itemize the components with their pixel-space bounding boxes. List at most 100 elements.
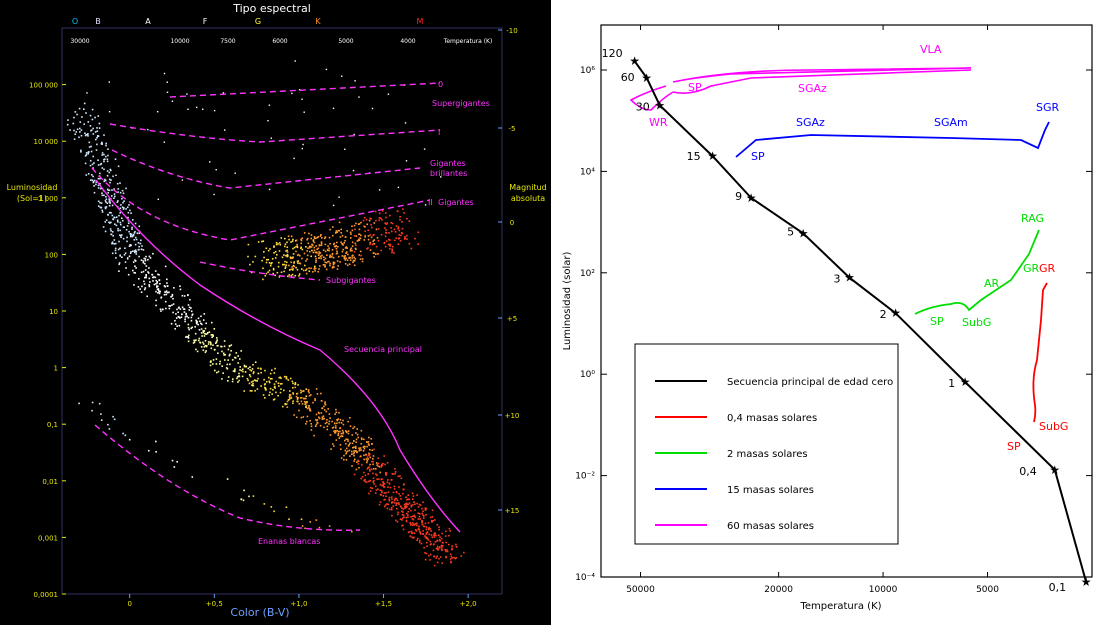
star-point — [139, 288, 141, 290]
star-point — [284, 403, 286, 405]
star-point — [265, 247, 268, 250]
star-point — [109, 222, 111, 224]
star-point — [216, 339, 218, 341]
star-point — [391, 514, 393, 517]
star-point — [117, 227, 119, 230]
star-point — [109, 202, 112, 204]
star-point — [320, 241, 323, 243]
star-point — [345, 431, 348, 434]
star-point — [163, 293, 166, 296]
star-point — [433, 536, 436, 538]
star-point — [212, 359, 215, 361]
star-point — [292, 387, 294, 389]
star-point — [364, 474, 367, 477]
star-point — [133, 251, 136, 254]
star-point — [217, 370, 220, 373]
star-point — [328, 236, 331, 239]
star-point — [196, 320, 198, 323]
star-point — [275, 241, 278, 244]
star-point — [126, 236, 128, 239]
star-point — [307, 247, 309, 249]
star-point — [425, 536, 428, 538]
star-point — [113, 239, 116, 241]
star-point — [369, 463, 371, 466]
star-point — [353, 440, 355, 442]
star-point — [396, 520, 399, 523]
star-point — [373, 222, 376, 224]
star-point — [166, 81, 168, 83]
star-point — [379, 489, 382, 491]
star-point — [324, 403, 327, 406]
star-point — [144, 269, 147, 271]
star-point — [346, 247, 348, 249]
star-point — [257, 377, 259, 380]
star-point — [397, 226, 400, 228]
star-point — [317, 247, 320, 250]
star-point — [215, 341, 218, 343]
star-point — [243, 489, 245, 492]
star-point — [454, 557, 457, 560]
star-point — [262, 240, 265, 242]
star-point — [179, 317, 181, 319]
star-point — [343, 257, 346, 260]
star-point — [390, 507, 393, 509]
star-point — [116, 219, 119, 222]
star-point — [315, 237, 317, 240]
star-point — [199, 320, 201, 323]
star-point — [290, 274, 293, 277]
star-point — [336, 429, 338, 432]
star-point — [358, 254, 361, 256]
star-point — [385, 232, 388, 234]
star-point — [178, 324, 181, 327]
star-point — [340, 228, 342, 231]
star-point — [269, 264, 272, 267]
star-point — [399, 495, 402, 497]
star-point — [436, 555, 438, 558]
star-point — [285, 264, 288, 266]
star-point — [254, 390, 256, 392]
star-point — [291, 273, 294, 276]
star-point — [383, 455, 385, 457]
star-point — [322, 417, 324, 420]
star-point — [332, 426, 335, 429]
star-point — [310, 237, 312, 240]
star-point — [216, 371, 218, 374]
star-point — [344, 263, 347, 265]
star-point — [344, 259, 347, 261]
star-point — [119, 221, 122, 224]
star-point — [377, 465, 379, 467]
star-point — [125, 228, 128, 231]
star-point — [405, 496, 407, 498]
star-point — [145, 274, 147, 276]
star-point — [148, 284, 150, 286]
star-point — [80, 149, 82, 152]
star-point — [157, 285, 159, 288]
star-point — [158, 292, 161, 295]
star-point — [269, 248, 271, 250]
star-point — [366, 248, 368, 250]
star-point — [154, 270, 157, 272]
star-point — [392, 473, 395, 475]
star-point — [292, 267, 294, 270]
star-point — [404, 237, 407, 239]
star-point — [359, 447, 362, 449]
star-point — [363, 479, 365, 482]
star-point — [344, 236, 347, 238]
star-point — [211, 321, 213, 324]
star-point — [352, 452, 355, 455]
star-point — [332, 234, 334, 237]
star-point — [93, 162, 95, 164]
star-point — [427, 522, 430, 524]
star-point — [111, 231, 114, 233]
star-point — [134, 272, 136, 274]
star-point — [422, 533, 424, 535]
star-point — [186, 335, 188, 338]
star-point — [450, 560, 452, 563]
star-point — [90, 145, 92, 148]
star-point — [342, 248, 345, 251]
star-point — [367, 473, 369, 475]
star-point — [232, 370, 235, 372]
star-point — [198, 329, 201, 331]
star-point — [421, 507, 423, 510]
star-point — [105, 206, 108, 208]
